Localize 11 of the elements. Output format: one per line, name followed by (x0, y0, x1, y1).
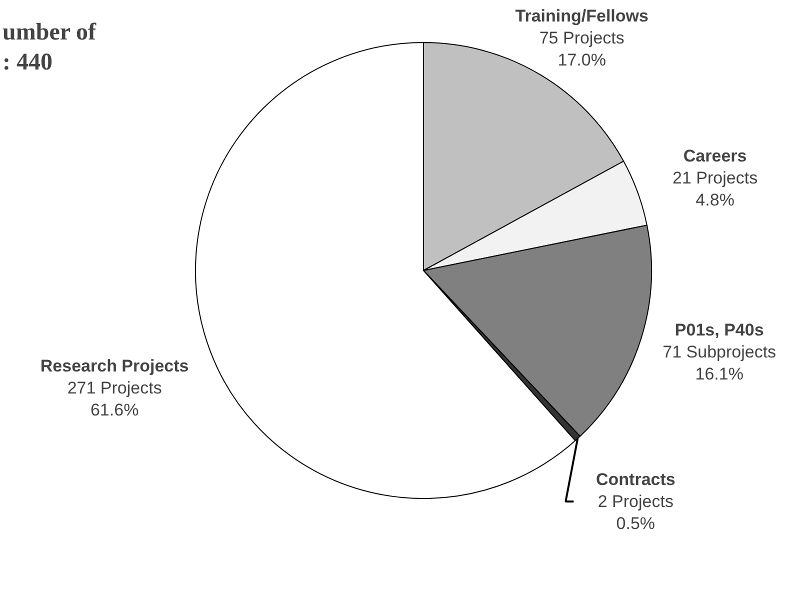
slice-label: Contracts (596, 470, 676, 489)
data-label: 2 Projects 0.5% (598, 492, 674, 533)
slice-label: P01s, P40s (674, 320, 764, 340)
data-label: 271 Projects 61.6% (67, 378, 162, 420)
data-label: 21 Projects 4.8% (672, 168, 758, 210)
data-label: 71 Subprojects 16.1% (662, 342, 776, 384)
text: umber of : 440 (2, 20, 98, 76)
slice-label: Research Projects (40, 356, 189, 376)
slice-label: Careers (683, 146, 747, 166)
data-label: 75 Projects 17.0% (539, 28, 624, 70)
slice-label: Training/Fellows (515, 6, 648, 26)
